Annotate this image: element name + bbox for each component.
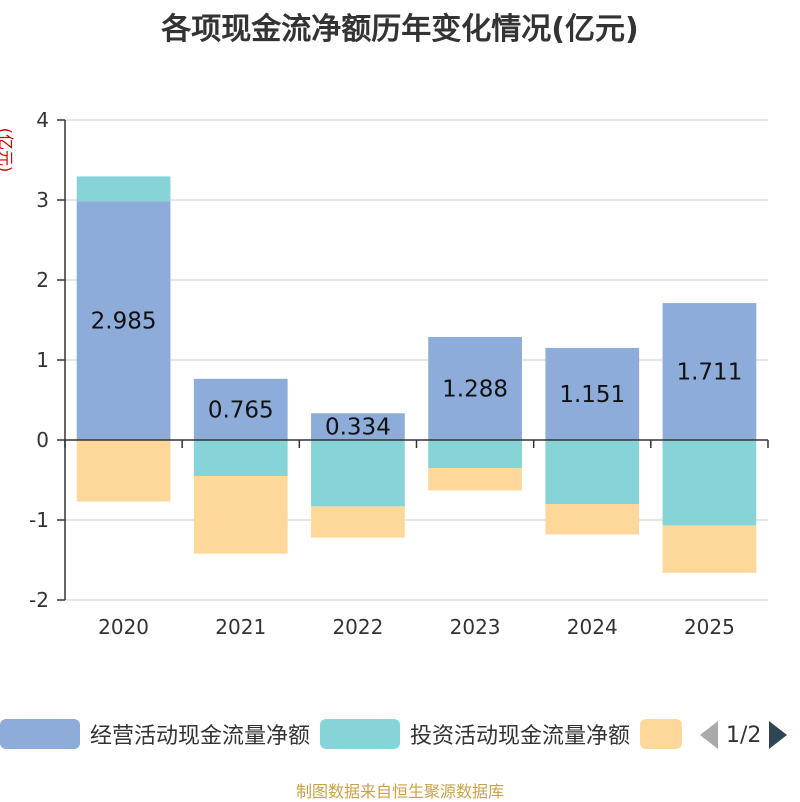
x-tick-label: 2022 bbox=[332, 615, 383, 639]
chart-title: 各项现金流净额历年变化情况(亿元) bbox=[161, 12, 639, 47]
legend: 经营活动现金流量净额 投资活动现金流量净额 bbox=[0, 716, 800, 756]
bar-financing-2024[interactable] bbox=[545, 504, 640, 535]
bar-financing-2021[interactable] bbox=[193, 476, 288, 554]
bar-group-2023 bbox=[428, 336, 522, 491]
grid-lines bbox=[65, 119, 768, 601]
bar-operating-2025[interactable] bbox=[662, 303, 757, 440]
axes: 4 3 2 1 0 -1 -2 2020 2021 2022 2023 2024 2025 bbox=[29, 108, 769, 639]
x-tick-label: 2023 bbox=[450, 615, 501, 639]
x-tick-label: 2020 bbox=[98, 615, 149, 639]
bar-group-2025 bbox=[662, 303, 757, 573]
bar-financing-2020[interactable] bbox=[76, 440, 171, 502]
bar-groups bbox=[76, 176, 757, 573]
bar-value-label: 0.334 bbox=[325, 415, 391, 441]
bar-operating-2021[interactable] bbox=[193, 378, 288, 440]
bar-operating-2023[interactable] bbox=[428, 336, 522, 440]
x-tick-label: 2021 bbox=[215, 615, 266, 639]
legend-item-investing[interactable]: 投资活动现金流量净额 bbox=[320, 716, 630, 752]
bar-group-2022 bbox=[311, 413, 405, 538]
bar-investing-2021[interactable] bbox=[193, 440, 288, 476]
bar-value-label: 2.985 bbox=[91, 309, 157, 335]
bar-operating-2024[interactable] bbox=[545, 347, 640, 440]
y-tick-label: 1 bbox=[36, 348, 49, 372]
pager-prev-icon[interactable] bbox=[700, 721, 718, 749]
bar-value-label: 1.151 bbox=[559, 382, 625, 408]
bar-group-2020 bbox=[76, 176, 171, 502]
bar-investing-2025[interactable] bbox=[662, 440, 757, 526]
legend-swatch-financing bbox=[640, 719, 682, 749]
legend-swatch-investing bbox=[320, 719, 400, 749]
bar-group-2024 bbox=[545, 347, 640, 535]
x-tick-label: 2024 bbox=[567, 615, 618, 639]
bar-investing-2024[interactable] bbox=[545, 440, 640, 504]
data-labels: 2.985 0.765 0.334 1.288 1.151 1.711 bbox=[91, 309, 743, 441]
bar-financing-2025[interactable] bbox=[662, 525, 757, 573]
pager-text: 1/2 bbox=[726, 722, 762, 748]
y-tick-label: 4 bbox=[36, 108, 49, 132]
bar-investing-2020[interactable] bbox=[76, 176, 171, 202]
bar-investing-2023[interactable] bbox=[428, 440, 522, 468]
bar-value-label: 1.288 bbox=[442, 376, 508, 402]
bar-investing-2022[interactable] bbox=[311, 440, 405, 507]
legend-pager: 1/2 bbox=[700, 718, 788, 752]
y-tick-label: 0 bbox=[36, 428, 49, 452]
legend-item-financing[interactable] bbox=[640, 716, 682, 752]
bar-operating-2020[interactable] bbox=[76, 201, 171, 440]
legend-label-investing: 投资活动现金流量净额 bbox=[410, 724, 631, 749]
y-tick-label: -2 bbox=[29, 588, 49, 612]
y-tick-label: 3 bbox=[36, 188, 49, 212]
legend-swatch-operating bbox=[0, 719, 80, 749]
pager-next-icon[interactable] bbox=[769, 721, 788, 749]
bar-group-2021 bbox=[193, 378, 288, 554]
data-source-note: 制图数据来自恒生聚源数据库 bbox=[295, 782, 504, 801]
y-tick-label: 2 bbox=[36, 268, 49, 292]
bar-operating-2022[interactable] bbox=[311, 413, 405, 440]
legend-item-operating[interactable]: 经营活动现金流量净额 bbox=[0, 716, 310, 752]
bar-financing-2023[interactable] bbox=[428, 468, 522, 491]
chart-canvas: 4 3 2 1 0 -1 -2 2020 2021 2022 2023 2024 2025 2.985 0… bbox=[29, 108, 769, 639]
bar-value-label: 0.765 bbox=[208, 397, 274, 423]
x-tick-label: 2025 bbox=[684, 615, 735, 639]
bar-financing-2022[interactable] bbox=[311, 506, 405, 538]
legend-label-operating: 经营活动现金流量净额 bbox=[90, 724, 311, 749]
y-tick-label: -1 bbox=[29, 508, 49, 532]
bar-value-label: 1.711 bbox=[676, 360, 742, 386]
